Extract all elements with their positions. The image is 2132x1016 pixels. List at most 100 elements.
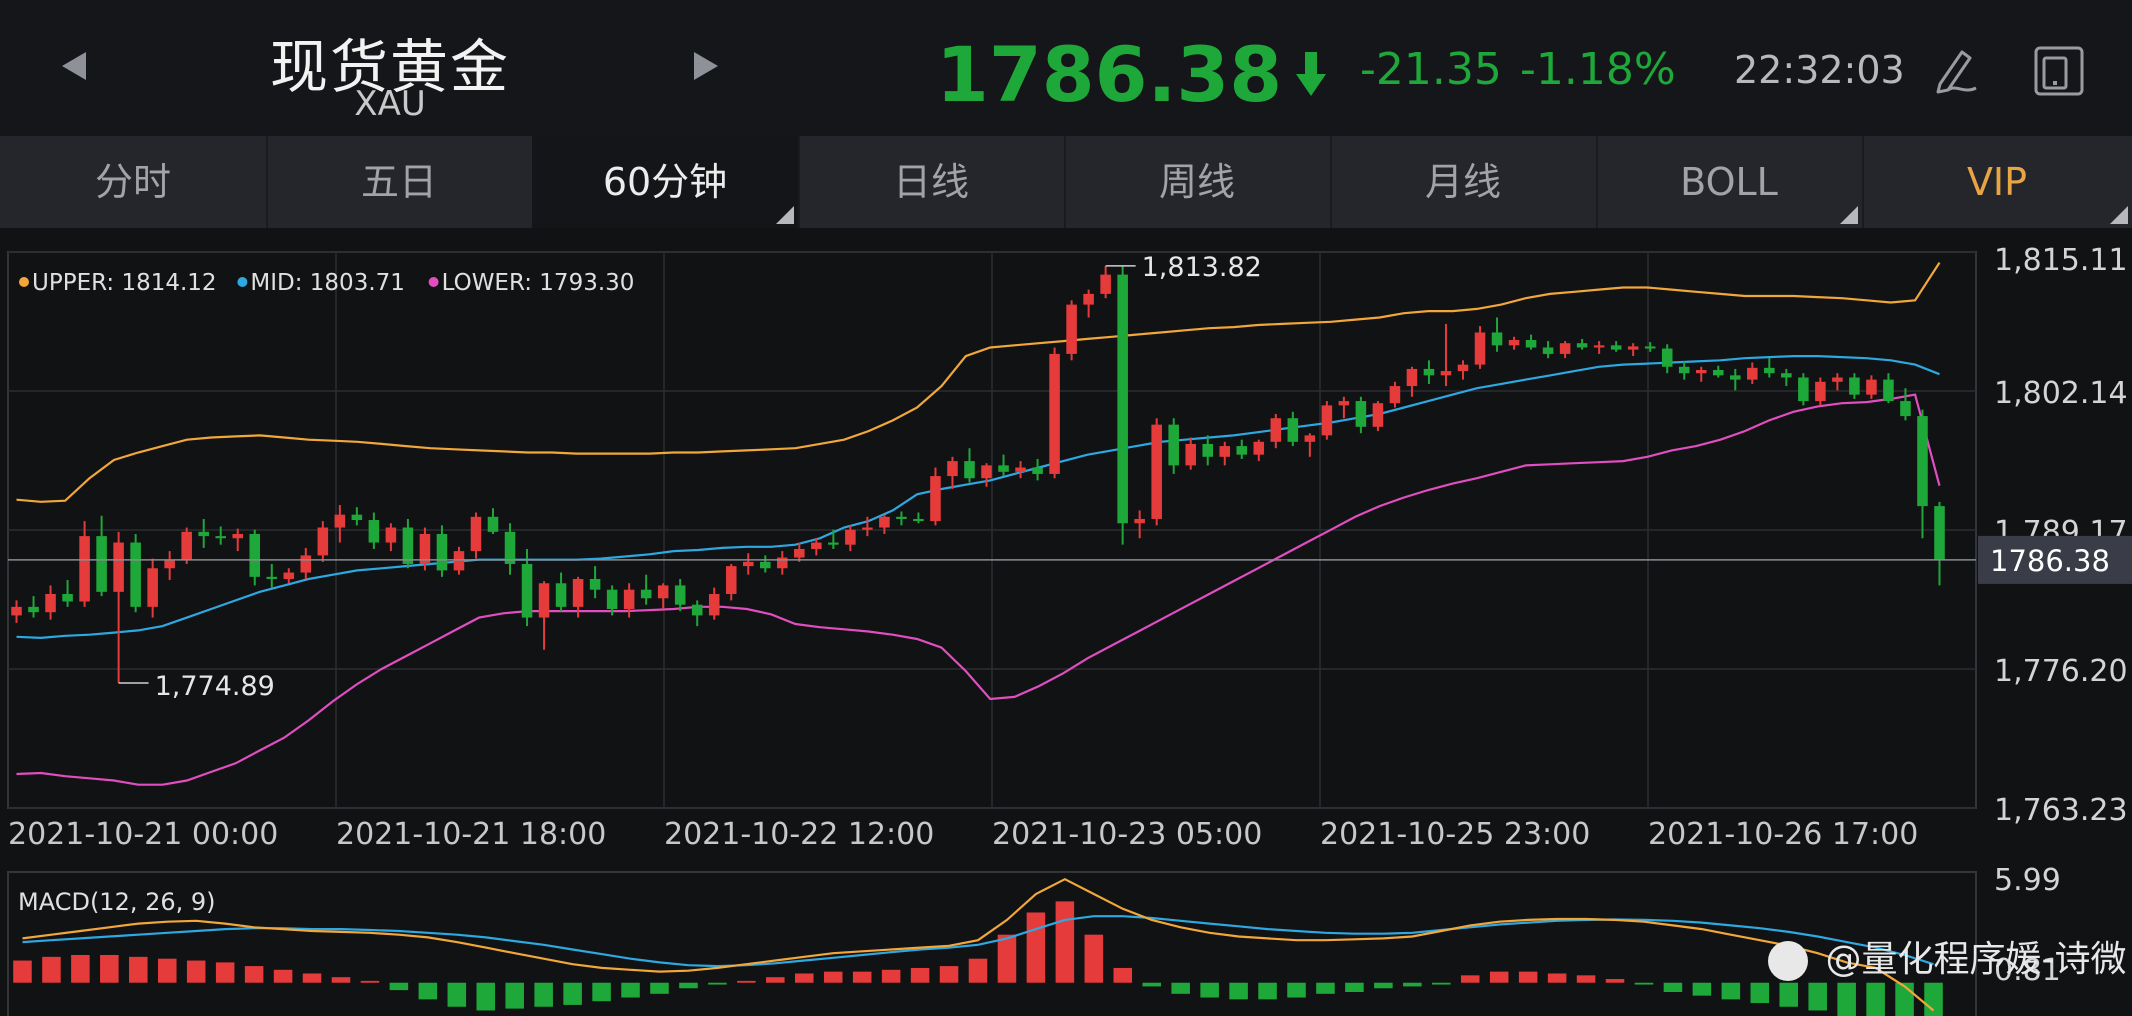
candle-body [862,527,873,530]
macd-histogram-bar [910,967,930,983]
candle-body [1389,386,1401,404]
macd-histogram-bar [1576,975,1596,983]
candle-body [1781,373,1792,378]
tab-five-day[interactable]: 五日 [266,136,534,228]
candle-body [1934,506,1945,560]
watermark: @量化程序媛-诗微 [1768,930,2126,982]
macd-histogram-bar [1258,982,1277,1000]
macd-histogram-bar [1113,967,1133,983]
macd-histogram-bar [418,982,438,1000]
candle-body [198,531,209,537]
macd-axis-tick-label: 5.99 [1994,863,2061,898]
watermark-text: @量化程序媛-诗微 [1825,939,2127,980]
candle-body [657,585,669,599]
candle-body [1032,467,1043,474]
dropdown-corner-icon [776,206,794,224]
previous-asset-arrow-icon[interactable] [62,52,86,80]
macd-histogram-bar [823,971,843,983]
candle-body [1321,405,1333,436]
candlestick-series [11,266,1945,683]
time-axis-tick-label: 2021-10-21 00:00 [8,817,278,852]
macd-histogram-bar [273,969,293,983]
macd-panel-frame [7,871,1977,1016]
macd-histogram-bar [71,954,90,983]
candle-body [1798,377,1809,402]
candle-body [1270,418,1282,442]
candle-body [1338,401,1350,406]
tab-intraday[interactable]: 分时 [0,136,268,228]
candle-body [1168,424,1179,466]
macd-histogram-bar [389,982,409,991]
candle-body [674,585,686,605]
candle-body [1236,446,1248,455]
macd-histogram-bar [1345,982,1364,992]
candle-body [521,563,533,618]
candle-body [879,516,890,528]
macd-dif-line [22,877,1935,1012]
down-arrow-icon [1296,52,1326,96]
candle-body [1372,403,1384,427]
tab-vip[interactable]: VIP [1862,136,2132,228]
candle-body [777,557,788,569]
price-axis-labels: 1,815.111,802.141,789.171,776.201,763.23… [8,243,2132,852]
pen-draw-icon[interactable] [1930,44,1982,96]
macd-histogram-bar [215,962,235,983]
macd-histogram-bar [1200,982,1219,998]
candle-body [453,551,465,571]
candle-body [1066,304,1077,354]
macd-histogram-bar [100,954,119,983]
asset-code: XAU [354,84,426,124]
candle-body [1627,346,1639,350]
candle-body [1764,367,1775,374]
candle-body [760,561,771,569]
candle-body [725,566,737,594]
candle-body [691,604,703,616]
candle-body [1678,366,1690,374]
candle-body [742,561,754,567]
quote-time: 22:32:03 [1734,48,1905,92]
next-asset-arrow-icon[interactable] [694,52,718,80]
candle-body [79,536,90,602]
candle-body [1712,369,1724,376]
candle-body [1661,348,1673,367]
price-change: -21.35 [1360,44,1502,95]
legend-label: LOWER: 1793.30 [442,270,635,296]
rotate-screen-icon[interactable] [2028,40,2090,102]
macd-histogram-bar [186,960,206,983]
candle-body [419,533,431,564]
tab-vip-label: VIP [1966,160,2028,204]
macd-histogram-bar [1547,973,1567,983]
tab-boll[interactable]: BOLL [1596,136,1864,228]
macd-histogram-bar [1460,975,1480,983]
macd-histogram-bar [447,982,467,1007]
legend-swatch [428,277,439,287]
macd-histogram-bar [766,977,785,983]
tab-monthly[interactable]: 月线 [1330,136,1598,228]
candle-body [1576,343,1588,348]
candle-body [1917,416,1928,507]
tab-daily[interactable]: 日线 [798,136,1066,228]
price-axis-tick-label: 1,802.14 [1994,376,2128,411]
macd-histogram-bar [939,966,959,983]
macd-histogram-bar [1808,982,1827,1011]
tab-60-minute[interactable]: 60分钟 [532,136,800,228]
macd-histogram-bar [13,960,32,983]
macd-histogram-bar [708,982,727,985]
candle-body [300,555,312,573]
macd-histogram-bar [1142,982,1161,987]
candle-body [1644,346,1656,349]
kline-chart-area[interactable]: 1,815.111,802.141,789.171,776.201,763.23… [0,228,2132,1016]
tab-weekly[interactable]: 周线 [1064,136,1332,228]
candle-body [1730,375,1741,380]
candle-body [1883,379,1894,402]
candle-body [1015,467,1026,472]
candle-body [1100,274,1111,294]
candle-body [794,548,805,558]
candle-body [96,536,107,592]
candle-body [538,583,550,618]
candle-body [1849,377,1860,395]
candle-body [896,516,907,519]
macd-histogram-bar [1692,982,1712,996]
dropdown-corner-icon [1840,206,1858,224]
macd-histogram-bar [42,956,61,983]
